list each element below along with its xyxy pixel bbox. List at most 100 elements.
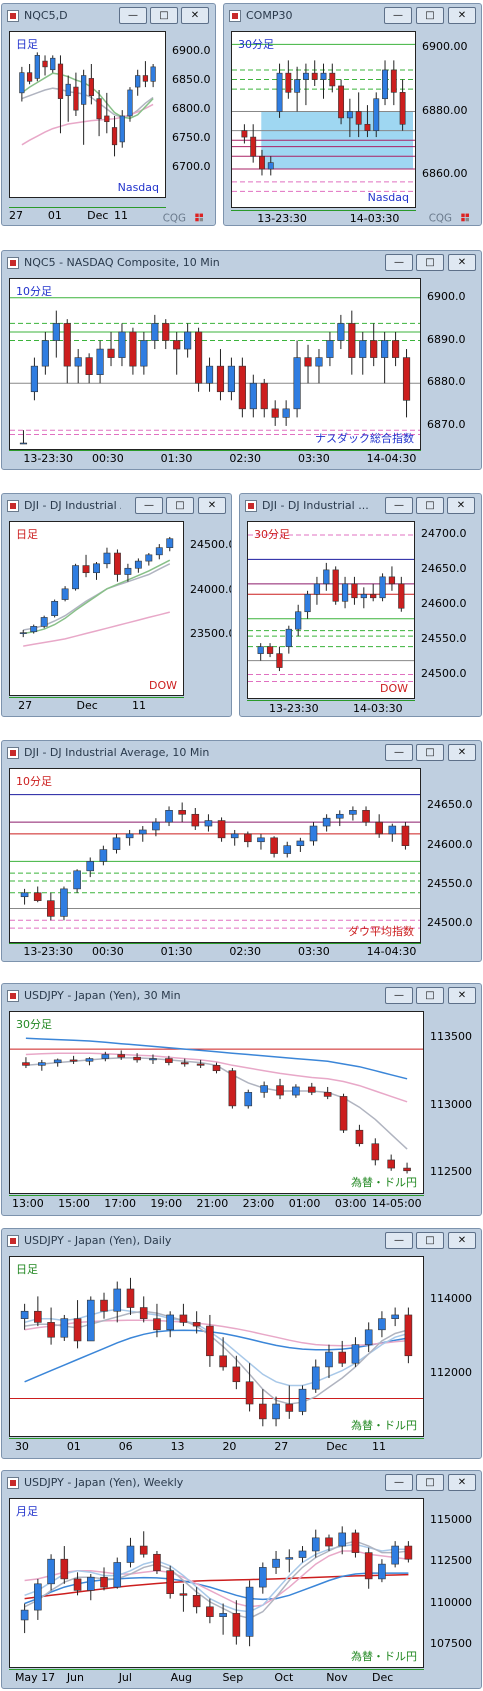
candle: [173, 331, 181, 375]
close-button[interactable]: ✕: [448, 1232, 476, 1249]
x-tick-label: 01:00: [288, 1197, 321, 1210]
price-plot[interactable]: 10分足 ダウ平均指数: [9, 768, 421, 943]
minimize-button[interactable]: —: [385, 497, 413, 514]
candle: [257, 643, 264, 661]
close-button[interactable]: ✕: [181, 7, 209, 24]
price-plot[interactable]: 日足 DOW: [9, 521, 184, 696]
price-plot[interactable]: 30分足 為替・ドル円: [9, 1011, 424, 1194]
maximize-button[interactable]: □: [166, 497, 194, 514]
maximize-button[interactable]: □: [416, 7, 444, 24]
title-bar[interactable]: NQC5,D — □ ✕: [2, 4, 215, 28]
chart-window-comp30[interactable]: COMP30 — □ ✕ 30分足 Nasdaq 6900.00 6880.00 68…: [223, 3, 482, 226]
price-plot[interactable]: 日足 為替・ドル円: [9, 1256, 424, 1437]
maximize-button[interactable]: □: [416, 744, 444, 761]
minimize-button[interactable]: —: [119, 7, 147, 24]
candle: [133, 1053, 141, 1063]
candle-body: [302, 72, 309, 80]
candle: [398, 576, 405, 612]
chart-window-dji-10min[interactable]: DJI - DJ Industrial Average, 10 Min — □ …: [1, 740, 482, 962]
candle-body: [338, 1351, 347, 1364]
title-bar[interactable]: USDJPY - Japan (Yen), 30 Min — □ ✕: [2, 984, 481, 1008]
price-plot[interactable]: 30分足 DOW: [247, 521, 415, 699]
candle-body: [127, 89, 133, 117]
cqg-logo-text: CQG: [163, 212, 186, 223]
x-tick-label: 01: [66, 1440, 81, 1453]
candle-body: [313, 583, 321, 595]
title-bar[interactable]: COMP30 — □ ✕: [224, 4, 481, 28]
candle: [86, 1296, 95, 1342]
chart-window-dji-30min[interactable]: DJI - DJ Industrial ... — □ ✕ 30分足 DOW 24…: [239, 493, 482, 717]
candle: [112, 833, 121, 854]
close-button[interactable]: ✕: [198, 497, 226, 514]
maximize-button[interactable]: □: [416, 987, 444, 1004]
minimize-button[interactable]: —: [385, 1232, 413, 1249]
candle-body: [244, 1092, 253, 1107]
x-tick-label: 01:30: [160, 452, 193, 465]
close-button[interactable]: ✕: [447, 497, 475, 514]
candle: [73, 869, 81, 893]
title-bar[interactable]: USDJPY - Japan (Yen), Weekly — □ ✕: [2, 1471, 481, 1495]
maximize-button[interactable]: □: [416, 497, 444, 514]
price-plot[interactable]: 30分足 Nasdaq: [231, 31, 416, 208]
minimize-button[interactable]: —: [385, 987, 413, 1004]
candle: [178, 802, 186, 823]
candle: [179, 1583, 188, 1612]
minimize-button[interactable]: —: [384, 7, 412, 24]
candle-body: [298, 1388, 307, 1412]
chart-window-nqc5-daily[interactable]: NQC5,D — □ ✕ 日足 Nasdaq 6900.0 6850.0 6800.0…: [1, 3, 216, 226]
chart-window-nqc5-10min[interactable]: NQC5 - NASDAQ Composite, 10 Min — □ ✕ 10…: [1, 250, 482, 470]
minimize-button[interactable]: —: [385, 254, 413, 271]
minimize-button[interactable]: —: [385, 744, 413, 761]
candle-body: [166, 1570, 174, 1594]
close-button[interactable]: ✕: [448, 254, 476, 271]
candle: [60, 1546, 69, 1584]
x-axis: 13-23:30 00:30 01:30 02:30 03:30 14-04:30: [9, 943, 421, 961]
chart-window-usdjpy-weekly[interactable]: USDJPY - Japan (Yen), Weekly — □ ✕ 月足 為替・…: [1, 1470, 482, 1689]
candle: [378, 1311, 386, 1338]
candle: [139, 1531, 148, 1558]
candle: [388, 566, 396, 591]
title-bar[interactable]: NQC5 - NASDAQ Composite, 10 Min — □ ✕: [2, 251, 481, 275]
candle-body: [153, 1553, 161, 1571]
candle: [391, 1541, 399, 1568]
candle-body: [351, 583, 358, 599]
y-tick-label: 6880.0: [427, 375, 466, 389]
maximize-button[interactable]: □: [416, 1474, 444, 1491]
candle-body: [60, 1318, 69, 1338]
candle: [338, 1526, 347, 1555]
close-button[interactable]: ✕: [448, 7, 476, 24]
close-button[interactable]: ✕: [448, 987, 476, 1004]
minimize-button[interactable]: —: [385, 1474, 413, 1491]
price-plot[interactable]: 月足 為替・ドル円: [9, 1498, 424, 1668]
candle: [323, 562, 330, 591]
candle: [244, 831, 252, 848]
maximize-button[interactable]: □: [416, 1232, 444, 1249]
minimize-button[interactable]: —: [135, 497, 163, 514]
candle: [145, 553, 153, 566]
candle-body: [81, 75, 87, 105]
candle-body: [63, 323, 71, 367]
window-title: DJI - DJ Industrial ...: [262, 499, 369, 512]
price-plot[interactable]: 10分足 ナスダック総合指数: [9, 278, 421, 450]
candle-body: [337, 323, 345, 341]
price-plot[interactable]: 日足 Nasdaq: [9, 31, 166, 198]
x-tick-label: 15:00: [58, 1197, 90, 1210]
chart-window-dji-daily[interactable]: DJI - DJ Industrial Average — □ ✕ 日足DOW …: [1, 493, 232, 717]
chart-window-usdjpy-30min[interactable]: USDJPY - Japan (Yen), 30 Min — □ ✕ 30分足為…: [1, 983, 482, 1216]
y-tick-label: 24650.0: [421, 561, 467, 575]
close-button[interactable]: ✕: [448, 1474, 476, 1491]
x-tick-label: Dec: [326, 1440, 348, 1453]
candle: [33, 886, 42, 903]
title-bar[interactable]: USDJPY - Japan (Yen), Daily — □ ✕: [2, 1229, 481, 1253]
chart-window-usdjpy-daily[interactable]: USDJPY - Japan (Yen), Daily — □ ✕ 日足 為替・ド…: [1, 1228, 482, 1459]
maximize-button[interactable]: □: [416, 254, 444, 271]
title-bar[interactable]: DJI - DJ Industrial ... — □ ✕: [240, 494, 481, 518]
moving-average-line: [23, 611, 170, 647]
close-button[interactable]: ✕: [448, 744, 476, 761]
candle-body: [173, 340, 181, 350]
title-bar[interactable]: DJI - DJ Industrial Average — □ ✕: [2, 494, 231, 518]
title-bar[interactable]: DJI - DJ Industrial Average, 10 Min — □ …: [2, 741, 481, 765]
candle-body: [390, 69, 397, 93]
maximize-button[interactable]: □: [150, 7, 178, 24]
candle-body: [107, 348, 115, 358]
